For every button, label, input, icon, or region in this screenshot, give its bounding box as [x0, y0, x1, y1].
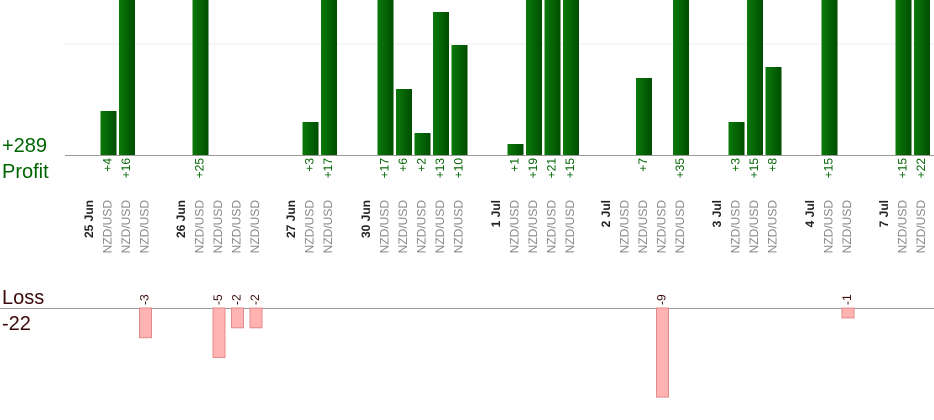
- profit-bar: [119, 0, 135, 155]
- pair-label: NZD/USD: [452, 200, 466, 254]
- date-label: 25 Jun: [82, 200, 96, 238]
- pair-label: NZD/USD: [840, 200, 854, 254]
- pair-label: NZD/USD: [636, 200, 650, 254]
- loss-value-label: -9: [655, 294, 669, 305]
- pair-label: NZD/USD: [766, 200, 780, 254]
- date-label: 27 Jun: [284, 200, 298, 238]
- profit-bar: [563, 0, 579, 155]
- loss-bar: [139, 307, 152, 339]
- loss-value-label: -3: [138, 294, 152, 305]
- pair-label: NZD/USD: [563, 200, 577, 254]
- date-label: 2 Jul: [599, 200, 613, 227]
- date-label: 7 Jul: [877, 200, 891, 227]
- profit-value-label: +6: [396, 158, 410, 172]
- pair-label: NZD/USD: [415, 200, 429, 254]
- profit-value-label: +19: [526, 158, 540, 179]
- pair-label: NZD/USD: [119, 200, 133, 254]
- profit-bar: [544, 0, 561, 155]
- loss-bar: [249, 307, 263, 329]
- profit-bar: [895, 0, 912, 155]
- pair-label: NZD/USD: [211, 200, 225, 254]
- pair-label: NZD/USD: [914, 200, 928, 254]
- loss-bar: [212, 307, 226, 358]
- pair-label: NZD/USD: [101, 200, 115, 254]
- profit-value-label: +3: [303, 158, 317, 172]
- profit-value-label: +13: [433, 158, 447, 179]
- pair-label: NZD/USD: [321, 200, 335, 254]
- loss-bar: [841, 307, 855, 319]
- profit-value-label: +25: [193, 158, 207, 179]
- loss-bar: [231, 307, 244, 329]
- profit-value-label: +2: [415, 158, 429, 172]
- date-label: 26 Jun: [174, 200, 188, 238]
- pair-label: NZD/USD: [545, 200, 559, 254]
- loss-label: Loss: [2, 287, 44, 309]
- pair-label: NZD/USD: [433, 200, 447, 254]
- pair-label: NZD/USD: [508, 200, 522, 254]
- profit-label: Profit: [2, 161, 49, 183]
- loss-bar: [656, 307, 669, 398]
- profit-value-label: +7: [636, 158, 650, 172]
- profit-bar: [396, 89, 412, 155]
- pair-label: NZD/USD: [673, 200, 687, 254]
- loss-total: -22: [2, 313, 31, 335]
- loss-value-label: -5: [211, 294, 225, 305]
- profit-value-label: +8: [766, 158, 780, 172]
- profit-bar: [821, 0, 838, 155]
- pair-label: NZD/USD: [138, 200, 152, 254]
- profit-value-label: +4: [101, 158, 115, 172]
- profit-value-label: +15: [896, 158, 910, 179]
- profit-value-label: +35: [673, 158, 687, 179]
- pair-label: NZD/USD: [230, 200, 244, 254]
- profit-value-label: +15: [822, 158, 836, 179]
- pair-label: NZD/USD: [618, 200, 632, 254]
- profit-bar: [747, 0, 763, 155]
- profit-bar: [414, 133, 431, 155]
- loss-value-label: -2: [248, 294, 262, 305]
- profit-value-label: +1: [508, 158, 522, 172]
- profit-bar: [302, 122, 319, 155]
- profit-bar: [507, 144, 524, 155]
- date-label: 1 Jul: [489, 200, 503, 227]
- date-label: 4 Jul: [803, 200, 817, 227]
- profit-total: +289: [2, 135, 47, 157]
- pair-label: NZD/USD: [396, 200, 410, 254]
- pair-label: NZD/USD: [378, 200, 392, 254]
- profit-bar: [728, 122, 745, 155]
- profit-bar: [673, 0, 689, 155]
- profit-bar: [451, 45, 468, 155]
- pair-label: NZD/USD: [655, 200, 669, 254]
- profit-value-label: +17: [321, 158, 335, 179]
- profit-bar: [636, 78, 652, 155]
- profit-value-label: +15: [563, 158, 577, 179]
- profit-bar: [100, 111, 117, 155]
- profit-value-label: +22: [914, 158, 928, 179]
- loss-value-label: -1: [840, 294, 854, 305]
- profit-bar: [765, 67, 782, 155]
- pair-label: NZD/USD: [747, 200, 761, 254]
- date-label: 3 Jul: [710, 200, 724, 227]
- pair-label: NZD/USD: [896, 200, 910, 254]
- pair-label: NZD/USD: [193, 200, 207, 254]
- profit-value-label: +3: [729, 158, 743, 172]
- pair-label: NZD/USD: [248, 200, 262, 254]
- profit-bar: [377, 0, 394, 155]
- profit-value-label: +17: [378, 158, 392, 179]
- profit-bar: [433, 12, 449, 155]
- pair-label: NZD/USD: [729, 200, 743, 254]
- profit-bar: [321, 0, 337, 155]
- date-label: 30 Jun: [359, 200, 373, 238]
- profit-value-label: +15: [747, 158, 761, 179]
- pair-label: NZD/USD: [303, 200, 317, 254]
- profit-value-label: +21: [545, 158, 559, 179]
- profit-bar: [526, 0, 542, 155]
- profit-bar: [192, 0, 209, 155]
- pair-label: NZD/USD: [526, 200, 540, 254]
- profit-value-label: +16: [119, 158, 133, 179]
- loss-value-label: -2: [230, 294, 244, 305]
- profit-value-label: +10: [452, 158, 466, 179]
- profit-bar: [914, 0, 930, 155]
- pair-label: NZD/USD: [822, 200, 836, 254]
